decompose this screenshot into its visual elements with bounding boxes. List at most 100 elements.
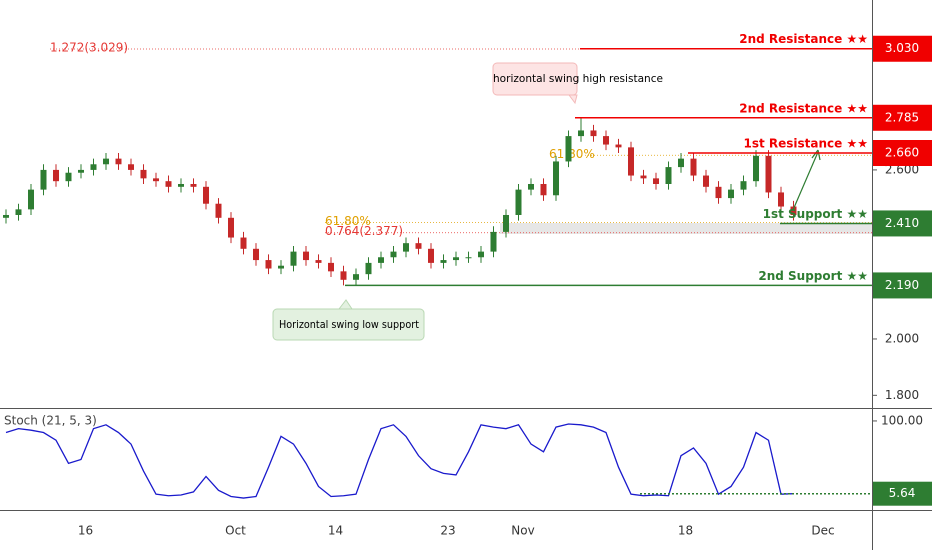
stoch-value-label: 5.64 — [889, 486, 916, 500]
annotation: horizontal swing high resistance — [493, 72, 663, 85]
fib-label: 61.80% — [549, 147, 595, 161]
candle-body — [53, 169, 59, 182]
candle-body — [478, 251, 484, 258]
candle-body — [753, 155, 759, 182]
candle-body — [3, 214, 9, 218]
level-label: 2nd Resistance ★★ — [739, 101, 868, 115]
candle-body — [115, 158, 122, 165]
y2-tick-label: 100.00 — [881, 413, 923, 427]
plot: 1.272(3.029)61.80%61.80%0.764(2.377) — [3, 41, 872, 286]
arrow-line — [792, 151, 819, 211]
price-label: 2.660 — [885, 146, 919, 160]
candle-body — [303, 251, 309, 261]
candle-body — [315, 260, 322, 263]
level-label: 2nd Resistance ★★ — [739, 32, 868, 46]
callout-pointer — [337, 299, 353, 310]
price-box — [873, 272, 932, 299]
x-tick-label: 23 — [440, 524, 455, 538]
x-tick-label: 18 — [678, 524, 693, 538]
candle-body — [528, 183, 534, 190]
candle-body — [590, 130, 597, 137]
x-tick-label: 16 — [78, 524, 93, 538]
candle-body — [390, 251, 397, 258]
candle-body — [328, 262, 334, 272]
level-label: 1st Support ★★ — [763, 207, 868, 221]
candle-body — [628, 147, 634, 176]
candle-body — [515, 189, 522, 215]
candle-body — [615, 144, 622, 148]
candle-body — [503, 214, 509, 232]
candle-body — [653, 178, 659, 184]
candle-body — [353, 274, 359, 280]
candle-body — [103, 158, 109, 165]
price-box — [873, 140, 932, 166]
candle-body — [490, 231, 497, 252]
candle-body — [265, 260, 272, 269]
stoch-label: Stoch (21, 5, 3) — [4, 414, 97, 428]
candle-body — [153, 178, 159, 182]
candle-body — [540, 183, 547, 196]
candle-body — [140, 169, 147, 179]
candle-body — [203, 186, 209, 204]
candle-body — [428, 248, 434, 263]
candle-body — [28, 189, 34, 210]
x-tick-label: Nov — [511, 524, 534, 538]
price-box — [873, 210, 932, 237]
fib-label: 0.764(2.377) — [325, 224, 403, 238]
y-tick-label: 2.000 — [885, 331, 919, 345]
candle-body — [665, 167, 672, 184]
candle-body — [278, 265, 284, 269]
candle-body — [40, 169, 47, 190]
candle-body — [290, 251, 297, 266]
stoch-line — [5, 423, 794, 499]
candle-body — [78, 169, 84, 173]
y-tick-label: 1.800 — [885, 388, 919, 402]
callout-low — [272, 299, 425, 341]
candle-body — [565, 136, 572, 162]
stoch-box — [873, 481, 932, 506]
candle-body — [253, 248, 259, 261]
candle-body — [440, 260, 447, 263]
candle-body — [640, 175, 647, 179]
fib-label: 61.80% — [325, 214, 371, 228]
candle-body — [603, 136, 609, 145]
candle-body — [740, 181, 747, 190]
price-box — [873, 35, 932, 62]
arrow — [792, 149, 821, 211]
candle-body — [228, 217, 234, 238]
candle-body — [128, 164, 134, 170]
price-label: 2.190 — [885, 278, 919, 292]
level-label: 1st Resistance ★★ — [743, 137, 868, 151]
candle-body — [765, 155, 772, 193]
level-label: 2nd Support ★★ — [758, 269, 868, 283]
candle-body — [215, 203, 222, 218]
arrow-head — [811, 149, 821, 161]
candle-body — [403, 243, 409, 252]
candle-body — [678, 158, 684, 168]
candle-body — [453, 257, 459, 261]
zone — [500, 223, 872, 234]
candle-body — [778, 192, 784, 207]
x-tick-label: Oct — [225, 524, 246, 538]
x-tick-label: 14 — [328, 524, 343, 538]
candle-body — [703, 175, 709, 187]
candle-body — [715, 186, 722, 199]
candle-body — [340, 271, 347, 280]
candle-body — [465, 257, 472, 259]
candle-body — [790, 206, 797, 215]
price-label: 2.785 — [885, 110, 919, 124]
candle-body — [240, 237, 247, 249]
x-tick-label: Dec — [811, 524, 834, 538]
price-label: 3.030 — [885, 41, 919, 55]
price-label: 2.410 — [885, 216, 919, 230]
candle-body — [65, 172, 72, 182]
candle-body — [553, 161, 559, 196]
candle-body — [15, 209, 22, 215]
fib-label: 1.272(3.029) — [50, 41, 128, 55]
candle-body — [690, 158, 697, 176]
candle-body — [365, 262, 372, 275]
candle-body — [378, 257, 384, 263]
annotation: Horizontal swing low support — [279, 318, 420, 331]
